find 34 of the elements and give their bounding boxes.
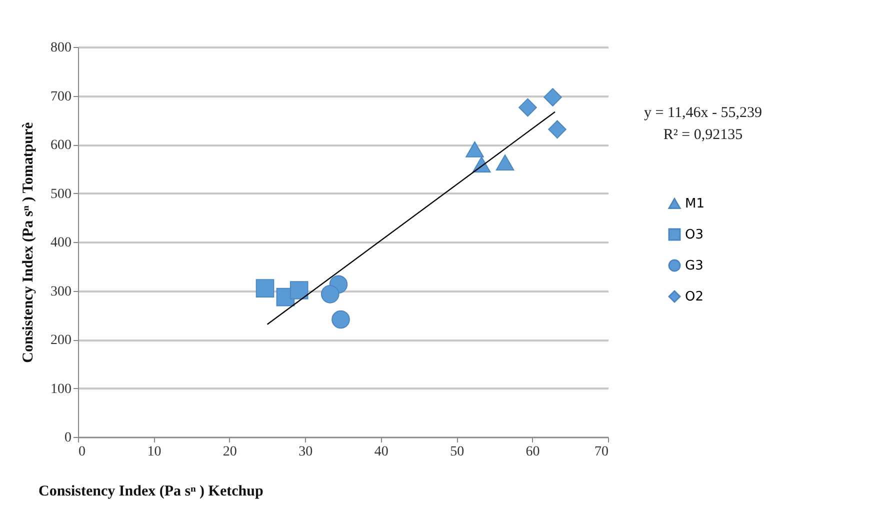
y-tick-label: 500: [50, 186, 72, 202]
point: [496, 154, 514, 171]
x-tick-label: 50: [450, 444, 464, 460]
point: [518, 98, 537, 117]
legend-label: G3: [685, 258, 704, 274]
x-tick-label: 70: [594, 444, 608, 460]
x-tick-label: 30: [298, 444, 313, 460]
legend-label: O2: [685, 290, 704, 304]
x-axis-title: Consistency Index (Pa sⁿ ) Ketchup: [38, 484, 264, 500]
x-tick-label: 60: [526, 444, 540, 460]
point: [548, 120, 566, 139]
y-tick-label: 300: [50, 284, 72, 300]
point: [256, 279, 274, 298]
point: [290, 281, 308, 300]
x-tick-label: 40: [374, 444, 388, 460]
y-tick-label: 200: [50, 333, 72, 348]
legend-label: M1: [685, 196, 704, 212]
y-tick-label: 800: [50, 40, 72, 56]
text: y = 11,46x - 55,239: [644, 105, 762, 121]
point: [466, 141, 484, 158]
legend-label: O3: [685, 228, 704, 242]
x-tick-label: 0: [78, 444, 86, 460]
point: [332, 310, 350, 329]
point: [320, 285, 340, 304]
x-tick-label: 20: [222, 444, 237, 460]
y-tick-label: 0: [64, 430, 72, 446]
x-tick-label: 10: [147, 444, 162, 460]
point: [544, 88, 562, 106]
text: R² = 0,92135: [663, 127, 743, 143]
y-tick-label: 100: [50, 382, 72, 397]
y-tick-label: 700: [50, 89, 72, 104]
y-tick-label: 400: [50, 236, 72, 250]
y-tick-label: 600: [50, 138, 72, 153]
y-axis-title: Consistency Index (Pa sⁿ ) Tomatpurè: [20, 122, 36, 363]
